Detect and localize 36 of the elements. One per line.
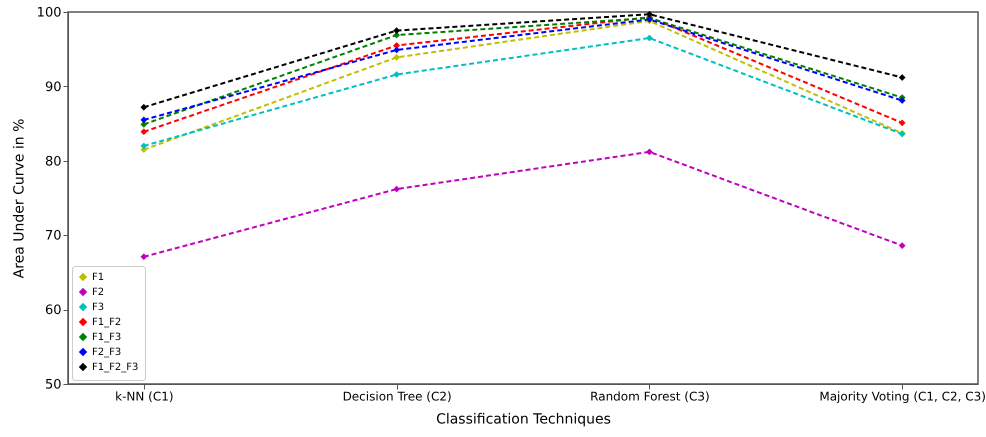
point: [140, 116, 148, 124]
point: [646, 148, 653, 156]
point: [646, 34, 653, 42]
y-tick-label: 80: [44, 154, 62, 170]
point: [140, 253, 148, 260]
point: [140, 128, 148, 136]
point: [898, 120, 906, 126]
y-tick-label: 90: [44, 80, 62, 95]
point: [646, 10, 653, 18]
x-tick-label: k-NN (C1): [115, 390, 174, 404]
point: [393, 54, 400, 61]
point: [140, 142, 148, 150]
legend-label: F2_F3: [92, 347, 122, 358]
y-tick-label: 60: [44, 303, 62, 318]
point: [898, 74, 906, 81]
legend-label: F1_F3: [92, 332, 122, 343]
legend-label: F1_F2: [92, 317, 122, 328]
point: [898, 242, 906, 249]
legend-label: F3: [92, 302, 104, 313]
legend-label: F2: [92, 287, 104, 298]
point: [393, 46, 400, 54]
legend-label: F1: [92, 272, 104, 283]
y-tick-label: 70: [44, 228, 62, 244]
x-axis-title: Classification Techniques: [436, 412, 611, 428]
point: [393, 27, 400, 34]
legend-label: F1_F2_F3: [92, 362, 138, 373]
point: [393, 71, 400, 78]
point: [393, 186, 400, 192]
y-tick-label: 100: [36, 6, 62, 20]
x-tick-label: Random Forest (C3): [590, 390, 710, 404]
point: [140, 104, 148, 111]
point: [898, 97, 906, 104]
y-tick-label: 50: [44, 378, 62, 392]
x-tick-label: Majority Voting (C1, C2, C3): [819, 390, 986, 404]
x-tick-label: Decision Tree (C2): [342, 390, 452, 404]
y-axis-title: Area Under Curve in %: [12, 118, 28, 278]
